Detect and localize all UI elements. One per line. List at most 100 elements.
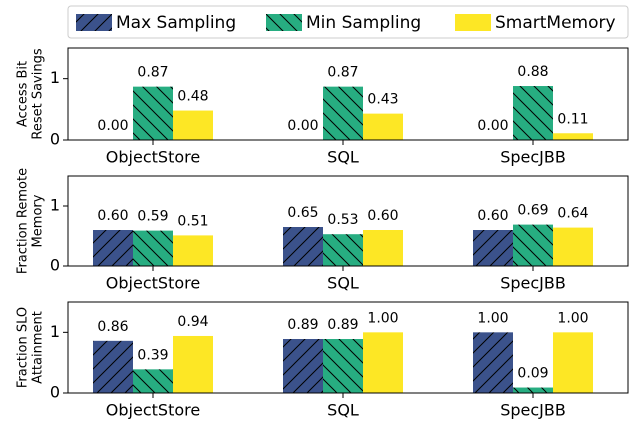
bar-group: SmartMemory — [363, 230, 403, 266]
value-label: 0.00 — [97, 118, 128, 134]
bar — [323, 339, 363, 393]
bar — [93, 340, 133, 393]
bar — [473, 332, 513, 393]
bar-group: Min Sampling — [133, 86, 173, 140]
bar — [363, 332, 403, 393]
value-label: 0.86 — [97, 319, 128, 335]
y-axis-label: Memory — [31, 194, 46, 247]
bar-group: Min Sampling — [513, 387, 553, 393]
bar — [173, 235, 213, 266]
bar-group: SmartMemory — [173, 110, 213, 140]
value-label: 0.51 — [177, 213, 208, 229]
x-tick-label: ObjectStore — [106, 148, 200, 167]
bar — [363, 230, 403, 266]
bar-group: Min Sampling — [133, 369, 173, 393]
bar-group: SmartMemory — [363, 113, 403, 140]
legend-swatch — [76, 14, 112, 31]
bar — [323, 234, 363, 266]
legend-swatch — [266, 14, 302, 31]
legend-label: Max Sampling — [116, 13, 236, 33]
value-label: 0.60 — [367, 208, 398, 224]
value-label: 0.00 — [287, 118, 318, 134]
bar-group: Min Sampling — [513, 86, 553, 140]
legend-label: Min Sampling — [306, 13, 421, 33]
bar — [553, 133, 593, 140]
y-axis-label: Access Bit — [16, 61, 31, 127]
x-tick-label: SpecJBB — [500, 401, 566, 420]
value-label: 0.94 — [177, 314, 208, 330]
value-label: 0.88 — [517, 64, 548, 80]
y-tick-label: 1 — [50, 322, 60, 341]
value-label: 0.89 — [287, 317, 318, 333]
value-label: 0.69 — [517, 203, 548, 219]
bar-group: Min Sampling — [513, 224, 553, 266]
bar-group: SmartMemory — [173, 335, 213, 393]
value-label: 0.60 — [97, 208, 128, 224]
y-axis-label: Fraction Remote — [16, 168, 31, 274]
value-label: 0.11 — [557, 111, 588, 127]
bar-group: SmartMemory — [173, 235, 213, 266]
value-label: 0.00 — [477, 118, 508, 134]
value-label: 0.87 — [327, 65, 358, 81]
legend-swatch — [455, 14, 491, 31]
bar — [553, 332, 593, 393]
axes-frame — [67, 47, 629, 141]
y-axis-label: Reset Savings — [31, 48, 46, 139]
bar-group: SmartMemory — [553, 332, 593, 393]
bar — [133, 86, 173, 140]
bar — [323, 86, 363, 140]
bar-group: SmartMemory — [553, 133, 593, 140]
bar — [473, 230, 513, 266]
value-label: 0.39 — [137, 347, 168, 363]
bar — [133, 369, 173, 393]
bar-group: Min Sampling — [323, 339, 363, 393]
bar — [283, 339, 323, 393]
axes-frame — [67, 301, 629, 394]
y-tick-label: 0 — [50, 130, 60, 149]
x-tick-label: SQL — [327, 274, 359, 293]
bar — [513, 224, 553, 266]
y-axis-label: Attainment — [31, 311, 46, 384]
value-label: 1.00 — [557, 310, 588, 326]
bar — [93, 230, 133, 266]
bar-group: Min Sampling — [133, 230, 173, 266]
value-label: 0.89 — [327, 317, 358, 333]
value-label: 0.09 — [517, 366, 548, 382]
bar — [283, 227, 323, 266]
bar-group: SmartMemory — [363, 332, 403, 393]
bar — [133, 230, 173, 266]
bar — [363, 113, 403, 140]
bar — [173, 335, 213, 393]
value-label: 0.60 — [477, 208, 508, 224]
bar-group: Max Sampling — [473, 230, 513, 266]
y-tick-label: 1 — [50, 68, 60, 87]
x-tick-label: SQL — [327, 401, 359, 420]
bar-group: Max Sampling — [283, 227, 323, 266]
value-label: 0.43 — [367, 92, 398, 108]
bar-group: Min Sampling — [323, 86, 363, 140]
y-tick-label: 0 — [50, 256, 60, 275]
y-tick-label: 0 — [50, 383, 60, 402]
value-label: 1.00 — [477, 310, 508, 326]
value-label: 1.00 — [367, 310, 398, 326]
x-tick-label: SpecJBB — [500, 148, 566, 167]
bar — [513, 86, 553, 140]
bar-group: Max Sampling — [93, 340, 133, 393]
x-tick-label: SpecJBB — [500, 274, 566, 293]
legend-label: SmartMemory — [495, 13, 616, 33]
value-label: 0.48 — [177, 89, 208, 105]
bar — [513, 387, 553, 393]
bar-group: Max Sampling — [283, 339, 323, 393]
bar-group: Max Sampling — [473, 332, 513, 393]
bar — [553, 227, 593, 266]
y-axis-label: Fraction SLO — [16, 307, 31, 388]
value-label: 0.53 — [327, 212, 358, 228]
value-label: 0.65 — [287, 205, 318, 221]
x-tick-label: SQL — [327, 148, 359, 167]
x-tick-label: ObjectStore — [106, 274, 200, 293]
x-tick-label: ObjectStore — [106, 401, 200, 420]
bar-group: Max Sampling — [93, 230, 133, 266]
value-label: 0.64 — [557, 206, 588, 222]
bar-group: Min Sampling — [323, 234, 363, 266]
